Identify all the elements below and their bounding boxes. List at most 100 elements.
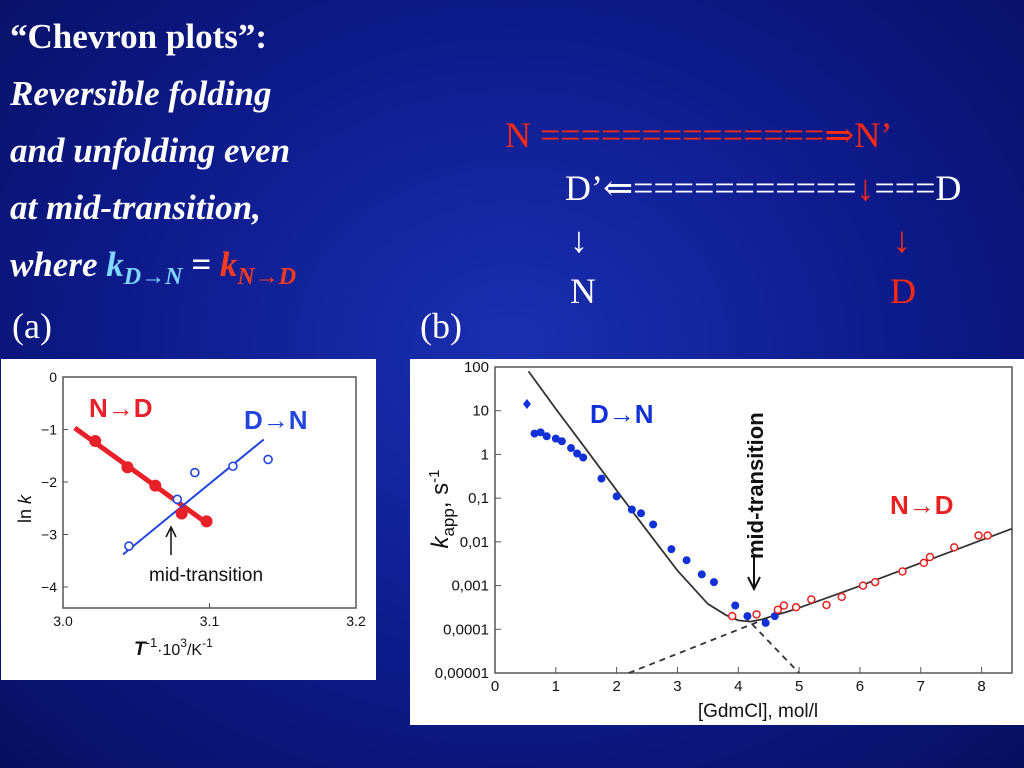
chart-b-point	[667, 545, 676, 554]
chart-b-xtick-label: 4	[734, 678, 742, 695]
chart-b-point	[727, 611, 737, 621]
chart-b-point	[919, 558, 929, 568]
chart-b-xlabel: [GdmCl], mol/l	[698, 701, 818, 722]
panel-label-b: (b)	[420, 306, 462, 346]
chart-b-point	[822, 600, 831, 610]
panel-a: 3.0 3.1 3.2 0 −1 −2 −3 −4 N→D D→N mid-transitio…	[1, 359, 376, 680]
chart-a-point	[175, 507, 188, 520]
chart-b-point	[949, 543, 959, 552]
chart-a-fits	[73, 425, 265, 556]
chart-b-ytick-label: 10	[472, 403, 489, 420]
chart-b-point	[682, 556, 691, 565]
chart-b-point	[752, 610, 761, 619]
chart-b-points	[530, 428, 992, 627]
chart-a: 3.0 3.1 3.2 0 −1 −2 −3 −4 N→D D→N mid-transitio…	[15, 369, 366, 660]
chart-a-point	[190, 467, 200, 478]
chart-b-xtick-label: 8	[977, 678, 985, 695]
scheme-row-2: D’⇐===========↓===D	[565, 170, 961, 206]
chart-b-point	[557, 437, 566, 446]
chart-a-ylabel: ln k	[15, 494, 35, 523]
scheme-down-right: ↓	[893, 220, 911, 260]
k-dn: kD→N	[106, 245, 182, 290]
title-where: where	[10, 245, 107, 284]
legend-b-dn: D→N	[590, 399, 654, 429]
chart-b-point	[612, 492, 621, 501]
chart-b-point	[542, 432, 551, 441]
chart-b-ytick-label: 0,01	[460, 534, 489, 551]
chart-b-point	[697, 570, 706, 579]
chart-b-xtick-label: 0	[491, 678, 499, 695]
chart-b-xtick-label: 6	[856, 678, 864, 695]
chart-b-xtick-label: 3	[673, 678, 681, 695]
chart-b-point	[731, 601, 740, 610]
chart-b: 0 1 2 3 4 5 6 7 8 0,00001 0,0001 0,001 0,01 0,1 1 10 100…	[426, 359, 1013, 722]
chart-b-point	[573, 449, 582, 458]
slide-title: “Chevron plots”: Reversible folding and …	[10, 8, 410, 306]
chart-b-outlier-diamond	[523, 399, 531, 409]
scheme-d-prime: D’	[565, 168, 603, 208]
chart-b-ytick-label: 0,0001	[443, 621, 489, 638]
scheme-n: N	[505, 115, 540, 155]
chart-a-xlabel: T-1·103/K-1	[134, 635, 213, 660]
chart-a-annotation: mid-transition	[149, 565, 263, 586]
title-line-5: where kD→N = kN→D	[10, 236, 410, 306]
k-nd-letter: k	[219, 245, 238, 284]
panel-label-a: (a)	[12, 306, 52, 346]
chart-b-ytick-label: 0,00001	[435, 665, 489, 682]
chart-a-ytick-label: −4	[41, 579, 57, 595]
chart-b-frame	[494, 366, 1013, 674]
chart-b-xtick-label: 1	[552, 678, 560, 695]
chart-b-point	[773, 605, 783, 614]
chart-a-xtick-label: 3.2	[346, 613, 366, 629]
scheme-arrow-left: ⇐===========	[603, 168, 857, 208]
chart-a-point	[89, 435, 102, 448]
chart-b-ylabel: kapp, s-1	[426, 469, 458, 548]
chart-b-xtick-label: 7	[917, 678, 925, 695]
title-line-3: and unfolding even	[10, 131, 291, 170]
chart-b-point	[770, 612, 779, 621]
scheme-row-1: N ==============⇒N’	[505, 117, 892, 153]
chart-a-ytick-label: −2	[41, 474, 57, 490]
chart-b-point	[636, 509, 645, 518]
chart-a-point	[228, 461, 238, 472]
k-dn-subscript: D→N	[123, 264, 183, 290]
chart-b-xtick-label: 2	[612, 678, 620, 695]
legend-a-nd: N→D	[89, 393, 153, 423]
chart-b-ytick-label: 1	[481, 446, 489, 463]
chart-b-point	[870, 577, 880, 587]
chart-b-ticks: 0 1 2 3 4 5 6 7 8 0,00001 0,0001 0,001 0,01 0,1 1 10 100	[435, 359, 986, 695]
panel-b: 0 1 2 3 4 5 6 7 8 0,00001 0,0001 0,001 0,01 0,1 1 10 100…	[410, 359, 1024, 725]
chart-b-ytick-label: 0,1	[468, 490, 489, 507]
chart-b-xtick-label: 5	[795, 678, 803, 695]
chart-b-point	[925, 552, 935, 562]
equals-sign: =	[182, 245, 220, 284]
scheme-down-left: ↓	[570, 220, 588, 260]
chart-b-fit-curve	[527, 370, 1013, 623]
chart-b-point	[649, 520, 658, 529]
chart-a-point	[149, 479, 162, 492]
chart-b-point	[597, 474, 606, 483]
chart-a-xtick-label: 3.0	[53, 613, 73, 629]
chart-b-point	[551, 434, 560, 443]
scheme-down-arrow-mid: ↓	[856, 168, 875, 208]
scheme-arrow-right: ==============⇒	[540, 115, 855, 155]
chart-a-ytick-label: −3	[41, 527, 57, 543]
chart-a-ytick-label: 0	[49, 369, 57, 385]
chart-a-ticks: 3.0 3.1 3.2 0 −1 −2 −3 −4	[41, 369, 366, 629]
k-nd-subscript: N→D	[237, 264, 297, 290]
title-line-2: Reversible folding	[10, 74, 272, 113]
chart-a-point	[121, 461, 134, 474]
chart-a-annotation-arrowhead	[165, 525, 177, 538]
chart-a-ytick-label: −1	[41, 422, 57, 438]
chart-b-ytick-label: 100	[464, 359, 489, 376]
chart-a-point	[124, 541, 134, 551]
legend-b-nd: N→D	[890, 490, 954, 520]
chart-b-point	[536, 428, 545, 437]
title-line-4: at mid-transition,	[10, 188, 261, 227]
chart-b-point	[898, 567, 907, 576]
scheme-n-product: N	[570, 271, 596, 311]
chart-b-point	[807, 595, 816, 604]
chart-a-point	[172, 494, 183, 505]
chart-b-point	[858, 581, 868, 590]
chart-b-dashed-unfolding	[628, 614, 776, 674]
